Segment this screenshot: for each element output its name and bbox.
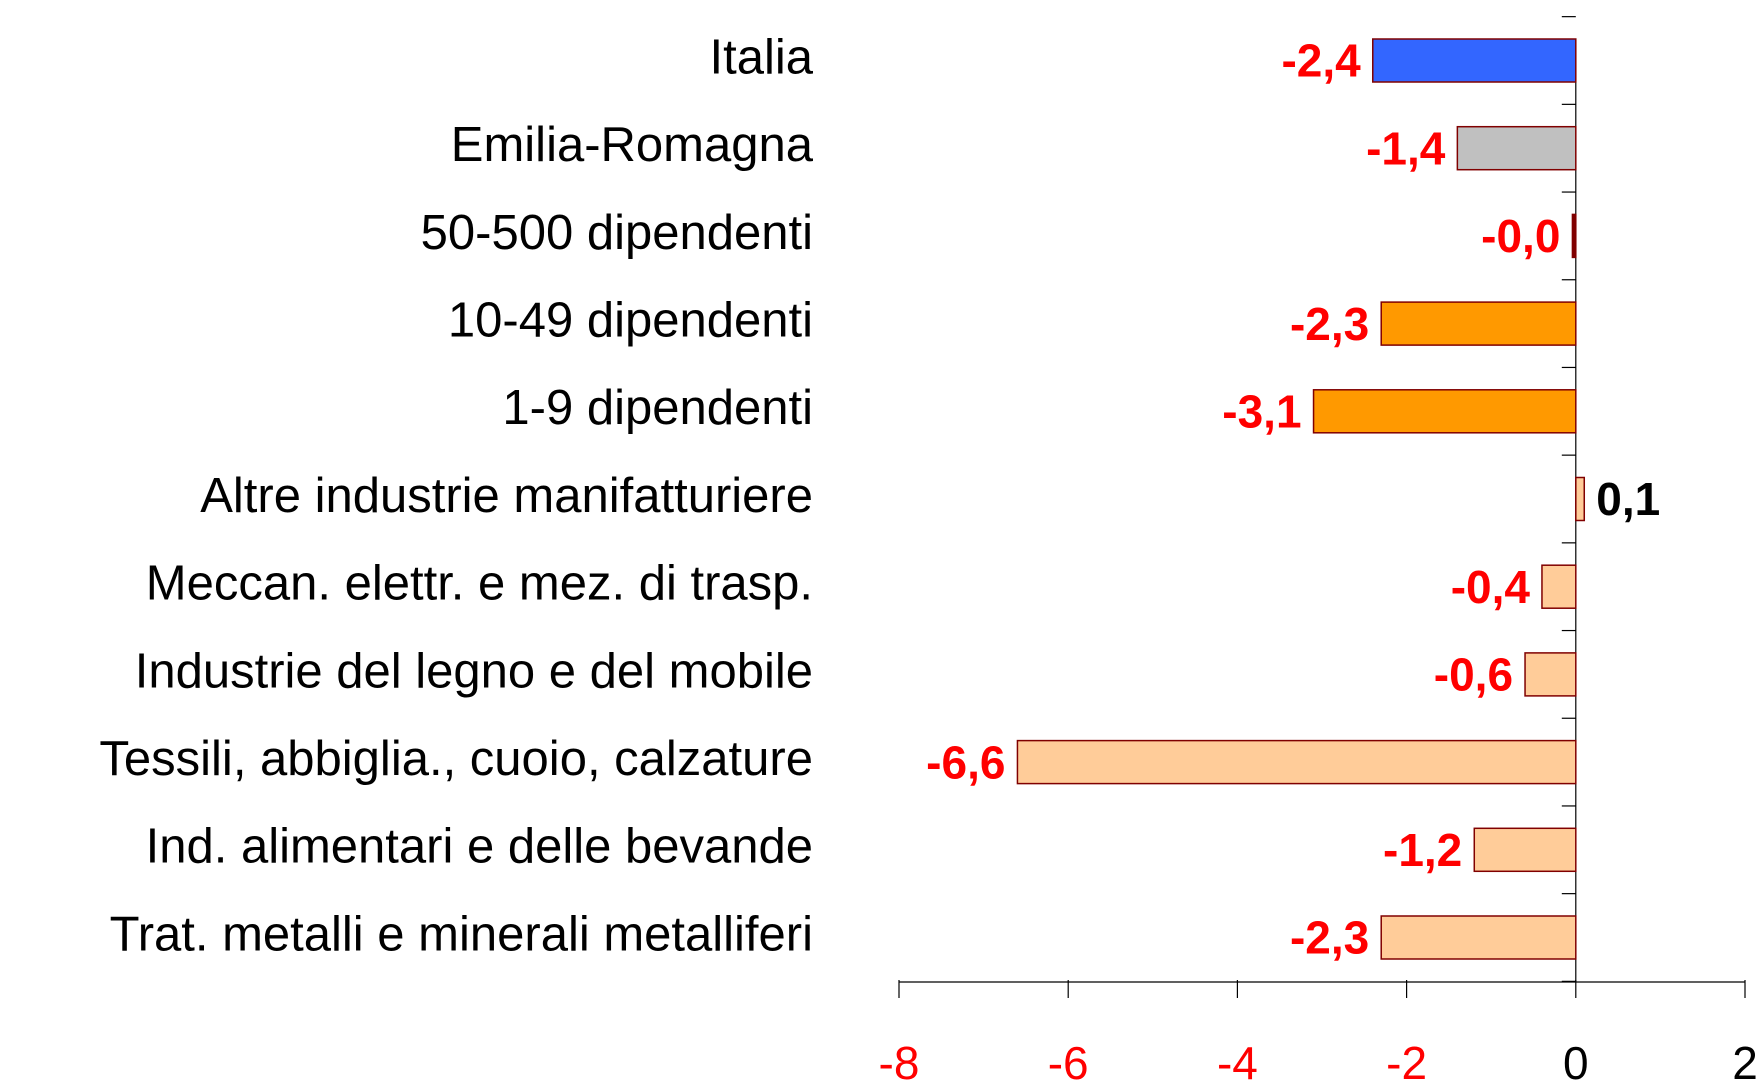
category-label: Altre industrie manifatturiere xyxy=(200,469,813,523)
value-label: -3,1 xyxy=(1222,385,1301,437)
x-tick-label: -6 xyxy=(1048,1037,1089,1085)
category-label: Trat. metalli e minerali metalliferi xyxy=(110,907,813,961)
value-label: -2,3 xyxy=(1290,298,1369,350)
bar xyxy=(1473,827,1577,873)
x-tick-label: -2 xyxy=(1386,1037,1427,1085)
value-label: -0,4 xyxy=(1451,561,1531,613)
category-label: 10-49 dipendenti xyxy=(448,294,813,348)
value-label: -1,2 xyxy=(1383,824,1462,876)
bar xyxy=(1380,301,1577,346)
x-tick-label: -8 xyxy=(879,1037,920,1085)
category-label: Meccan. elettr. e mez. di trasp. xyxy=(146,557,813,611)
value-label: -2,4 xyxy=(1281,35,1361,87)
bar xyxy=(1524,652,1577,697)
value-label: -1,4 xyxy=(1366,122,1446,174)
value-label: 0,1 xyxy=(1596,473,1660,525)
x-tick-label: 2 xyxy=(1732,1037,1756,1085)
category-label: Italia xyxy=(709,30,813,84)
bar xyxy=(1456,125,1577,171)
bar xyxy=(1575,476,1586,522)
value-label: -0,6 xyxy=(1434,649,1513,701)
bar xyxy=(1016,739,1577,785)
bar xyxy=(1312,389,1577,434)
value-label: -0,0 xyxy=(1481,210,1560,262)
bar xyxy=(1372,38,1577,83)
value-label: -2,3 xyxy=(1290,912,1369,964)
category-label: Emilia-Romagna xyxy=(451,118,814,172)
value-label: -6,6 xyxy=(926,736,1005,788)
bar xyxy=(1541,564,1577,609)
bar xyxy=(1571,213,1577,259)
bar xyxy=(1380,915,1577,960)
category-label: 1-9 dipendenti xyxy=(502,381,813,435)
category-label: Industrie del legno e del mobile xyxy=(135,644,813,698)
category-label: 50-500 dipendenti xyxy=(421,206,813,260)
category-label: Tessili, abbiglia., cuoio, calzature xyxy=(99,732,813,786)
category-label: Ind. alimentari e delle bevande xyxy=(146,820,813,874)
x-tick-label: 0 xyxy=(1563,1037,1589,1085)
x-tick-label: -4 xyxy=(1217,1037,1258,1085)
